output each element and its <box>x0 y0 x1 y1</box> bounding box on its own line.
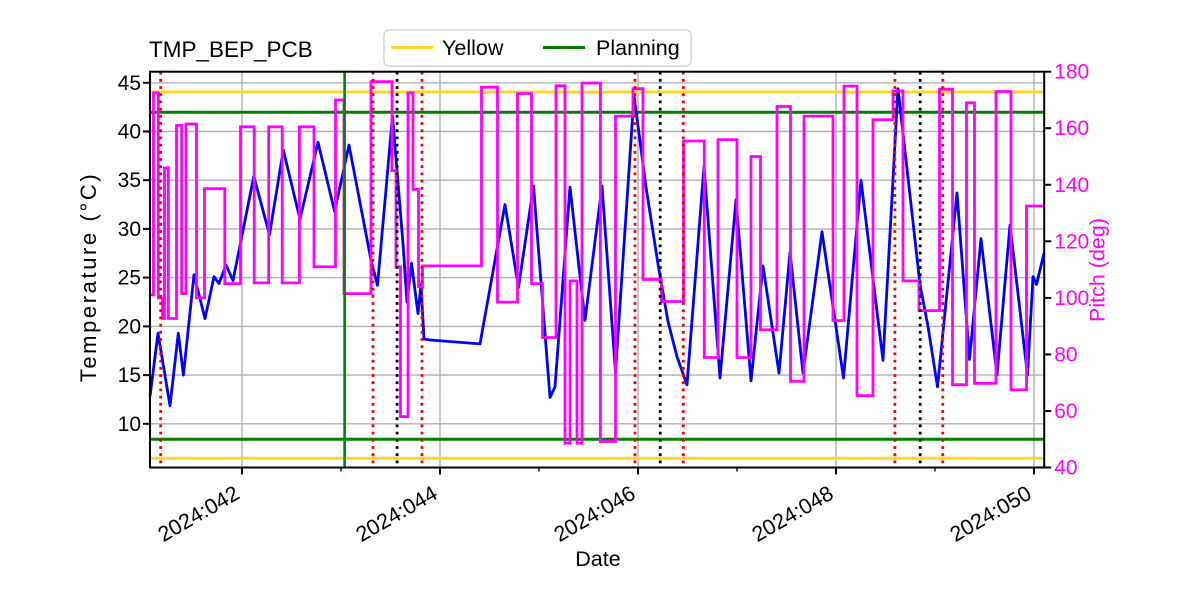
svg-text:45: 45 <box>118 72 141 95</box>
svg-text:120: 120 <box>1054 230 1089 253</box>
svg-text:20: 20 <box>118 315 141 338</box>
svg-text:Planning: Planning <box>596 36 680 60</box>
svg-text:40: 40 <box>1054 457 1077 480</box>
svg-text:160: 160 <box>1054 117 1089 140</box>
svg-text:10: 10 <box>118 413 141 436</box>
svg-text:140: 140 <box>1054 174 1089 197</box>
svg-text:35: 35 <box>118 169 141 192</box>
svg-text:Pitch (deg): Pitch (deg) <box>1086 218 1110 322</box>
svg-text:15: 15 <box>118 364 141 387</box>
svg-text:40: 40 <box>118 121 141 144</box>
svg-text:60: 60 <box>1054 400 1077 423</box>
svg-text:Yellow: Yellow <box>442 36 504 60</box>
svg-text:100: 100 <box>1054 287 1089 310</box>
svg-text:80: 80 <box>1054 343 1077 366</box>
svg-text:TMP_BEP_PCB: TMP_BEP_PCB <box>149 37 313 62</box>
svg-text:25: 25 <box>118 267 141 290</box>
svg-text:30: 30 <box>118 218 141 241</box>
svg-text:Date: Date <box>575 547 620 571</box>
svg-text:Temperature (°C): Temperature (°C) <box>76 172 101 383</box>
svg-text:180: 180 <box>1054 61 1089 84</box>
